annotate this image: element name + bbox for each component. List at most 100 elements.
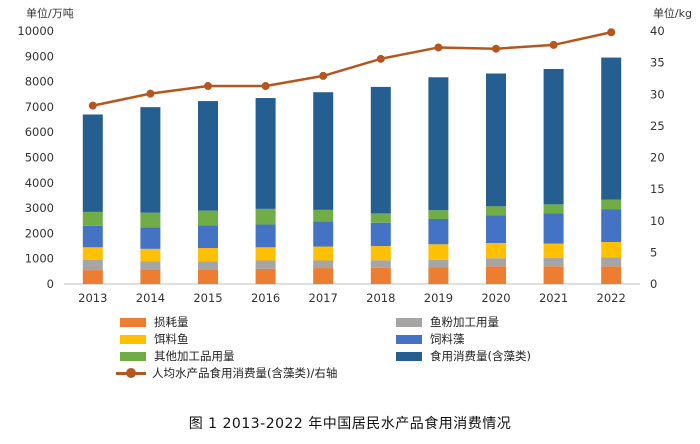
y-left-tick-8000: 8000 (25, 75, 54, 89)
bar-feedfish-2017 (313, 246, 334, 261)
y-left-tick-2000: 2000 (25, 226, 54, 240)
y-left-tick-10000: 10000 (17, 24, 54, 38)
y-left-tick-0: 0 (47, 277, 54, 291)
point-percapita-2021 (549, 40, 558, 49)
point-percapita-2020 (492, 44, 500, 53)
bar-fishmeal-2019 (428, 259, 449, 268)
y-left-tick-4000: 4000 (25, 176, 54, 190)
bar-otherproc-2016 (255, 208, 276, 225)
bar-otherproc-2018 (370, 213, 391, 223)
bar-otherproc-2021 (543, 204, 564, 214)
bar-feedfish-2013 (82, 247, 103, 260)
bar-fishmeal-2022 (601, 257, 622, 267)
bar-food-2014 (140, 107, 161, 213)
point-percapita-2014 (146, 89, 155, 98)
point-percapita-2018 (376, 54, 385, 63)
bar-fishmeal-2018 (370, 260, 391, 268)
bar-feedfish-2022 (601, 242, 622, 258)
bar-fishmeal-2017 (313, 260, 334, 269)
x-tick-2017: 2017 (309, 291, 338, 305)
bar-food-2017 (313, 92, 334, 210)
y-right-tick-15: 15 (650, 182, 665, 196)
point-percapita-2019 (434, 43, 443, 52)
y-right-tick-35: 35 (650, 56, 665, 70)
bar-loss-2021 (543, 266, 564, 284)
bar-food-2020 (486, 73, 506, 207)
chart: 0100020003000400050006000700080009000100… (17, 24, 665, 305)
bar-food-2015 (198, 101, 218, 211)
line-percapita (92, 31, 612, 107)
x-tick-2022: 2022 (597, 291, 626, 305)
bar-feedfish-2016 (255, 247, 276, 261)
bar-loss-2014 (140, 269, 161, 284)
point-percapita-2017 (319, 71, 328, 80)
bar-fishmeal-2015 (198, 261, 218, 270)
x-tick-2015: 2015 (193, 291, 222, 305)
bar-loss-2020 (486, 266, 506, 284)
bar-loss-2017 (313, 268, 334, 284)
bar-otherproc-2022 (601, 199, 622, 210)
bar-feedalgae-2021 (543, 213, 564, 244)
x-tick-2019: 2019 (424, 291, 453, 305)
bar-fishmeal-2014 (140, 261, 161, 270)
y-right-tick-10: 10 (650, 214, 665, 228)
y-left-tick-7000: 7000 (25, 100, 54, 114)
y-left-tick-9000: 9000 (25, 49, 54, 63)
bar-loss-2013 (82, 270, 103, 284)
point-percapita-2016 (261, 82, 270, 91)
y-left-tick-3000: 3000 (25, 201, 54, 215)
bar-feedalgae-2018 (370, 222, 391, 247)
y-right-tick-20: 20 (650, 151, 665, 165)
x-tick-2013: 2013 (78, 291, 107, 305)
bar-feedalgae-2020 (486, 215, 506, 244)
y-left-tick-5000: 5000 (25, 151, 54, 165)
y-right-tick-25: 25 (650, 119, 665, 133)
bar-loss-2015 (198, 269, 218, 284)
bar-feedalgae-2016 (255, 224, 276, 248)
y-right-tick-5: 5 (650, 245, 657, 259)
bar-feedalgae-2017 (313, 221, 334, 247)
bar-loss-2019 (428, 267, 449, 284)
bar-feedfish-2021 (543, 243, 564, 258)
bar-feedfish-2019 (428, 244, 449, 260)
bar-fishmeal-2021 (543, 257, 564, 267)
x-tick-2018: 2018 (366, 291, 395, 305)
bar-feedfish-2018 (370, 246, 391, 261)
bar-fishmeal-2016 (255, 260, 276, 269)
bar-food-2019 (428, 77, 449, 211)
bar-food-2018 (370, 86, 391, 214)
bar-otherproc-2017 (313, 209, 334, 222)
point-percapita-2013 (88, 101, 97, 110)
x-tick-2021: 2021 (539, 291, 568, 305)
bar-feedalgae-2014 (140, 227, 161, 249)
bar-otherproc-2015 (198, 210, 218, 226)
bar-otherproc-2019 (428, 210, 449, 219)
bar-feedfish-2020 (486, 243, 506, 259)
bar-feedalgae-2015 (198, 225, 218, 249)
point-percapita-2015 (204, 82, 212, 91)
y-right-tick-0: 0 (650, 277, 657, 291)
figure-caption: 图 1 2013-2022 年中国居民水产品食用消费情况 (188, 416, 512, 432)
right-axis-unit: 单位/kg (652, 7, 692, 20)
x-tick-2020: 2020 (481, 291, 510, 305)
bar-fishmeal-2013 (82, 259, 103, 271)
bar-food-2021 (543, 68, 564, 205)
bar-otherproc-2014 (140, 212, 161, 228)
bar-food-2013 (82, 114, 103, 212)
y-right-tick-40: 40 (650, 24, 665, 38)
bar-feedfish-2015 (198, 248, 218, 262)
x-tick-2014: 2014 (136, 291, 165, 305)
bar-feedalgae-2022 (601, 209, 622, 243)
bar-loss-2018 (370, 267, 391, 284)
bar-food-2016 (255, 98, 276, 209)
y-left-tick-6000: 6000 (25, 125, 54, 139)
bar-food-2022 (601, 57, 622, 200)
bar-loss-2016 (255, 268, 276, 284)
bar-loss-2022 (601, 266, 622, 284)
y-right-tick-30: 30 (650, 87, 665, 101)
x-tick-2016: 2016 (251, 291, 280, 305)
bar-feedalgae-2013 (82, 225, 103, 248)
left-axis-unit: 单位/万吨 (26, 7, 74, 20)
bar-otherproc-2020 (486, 206, 506, 216)
bar-otherproc-2013 (82, 211, 103, 226)
